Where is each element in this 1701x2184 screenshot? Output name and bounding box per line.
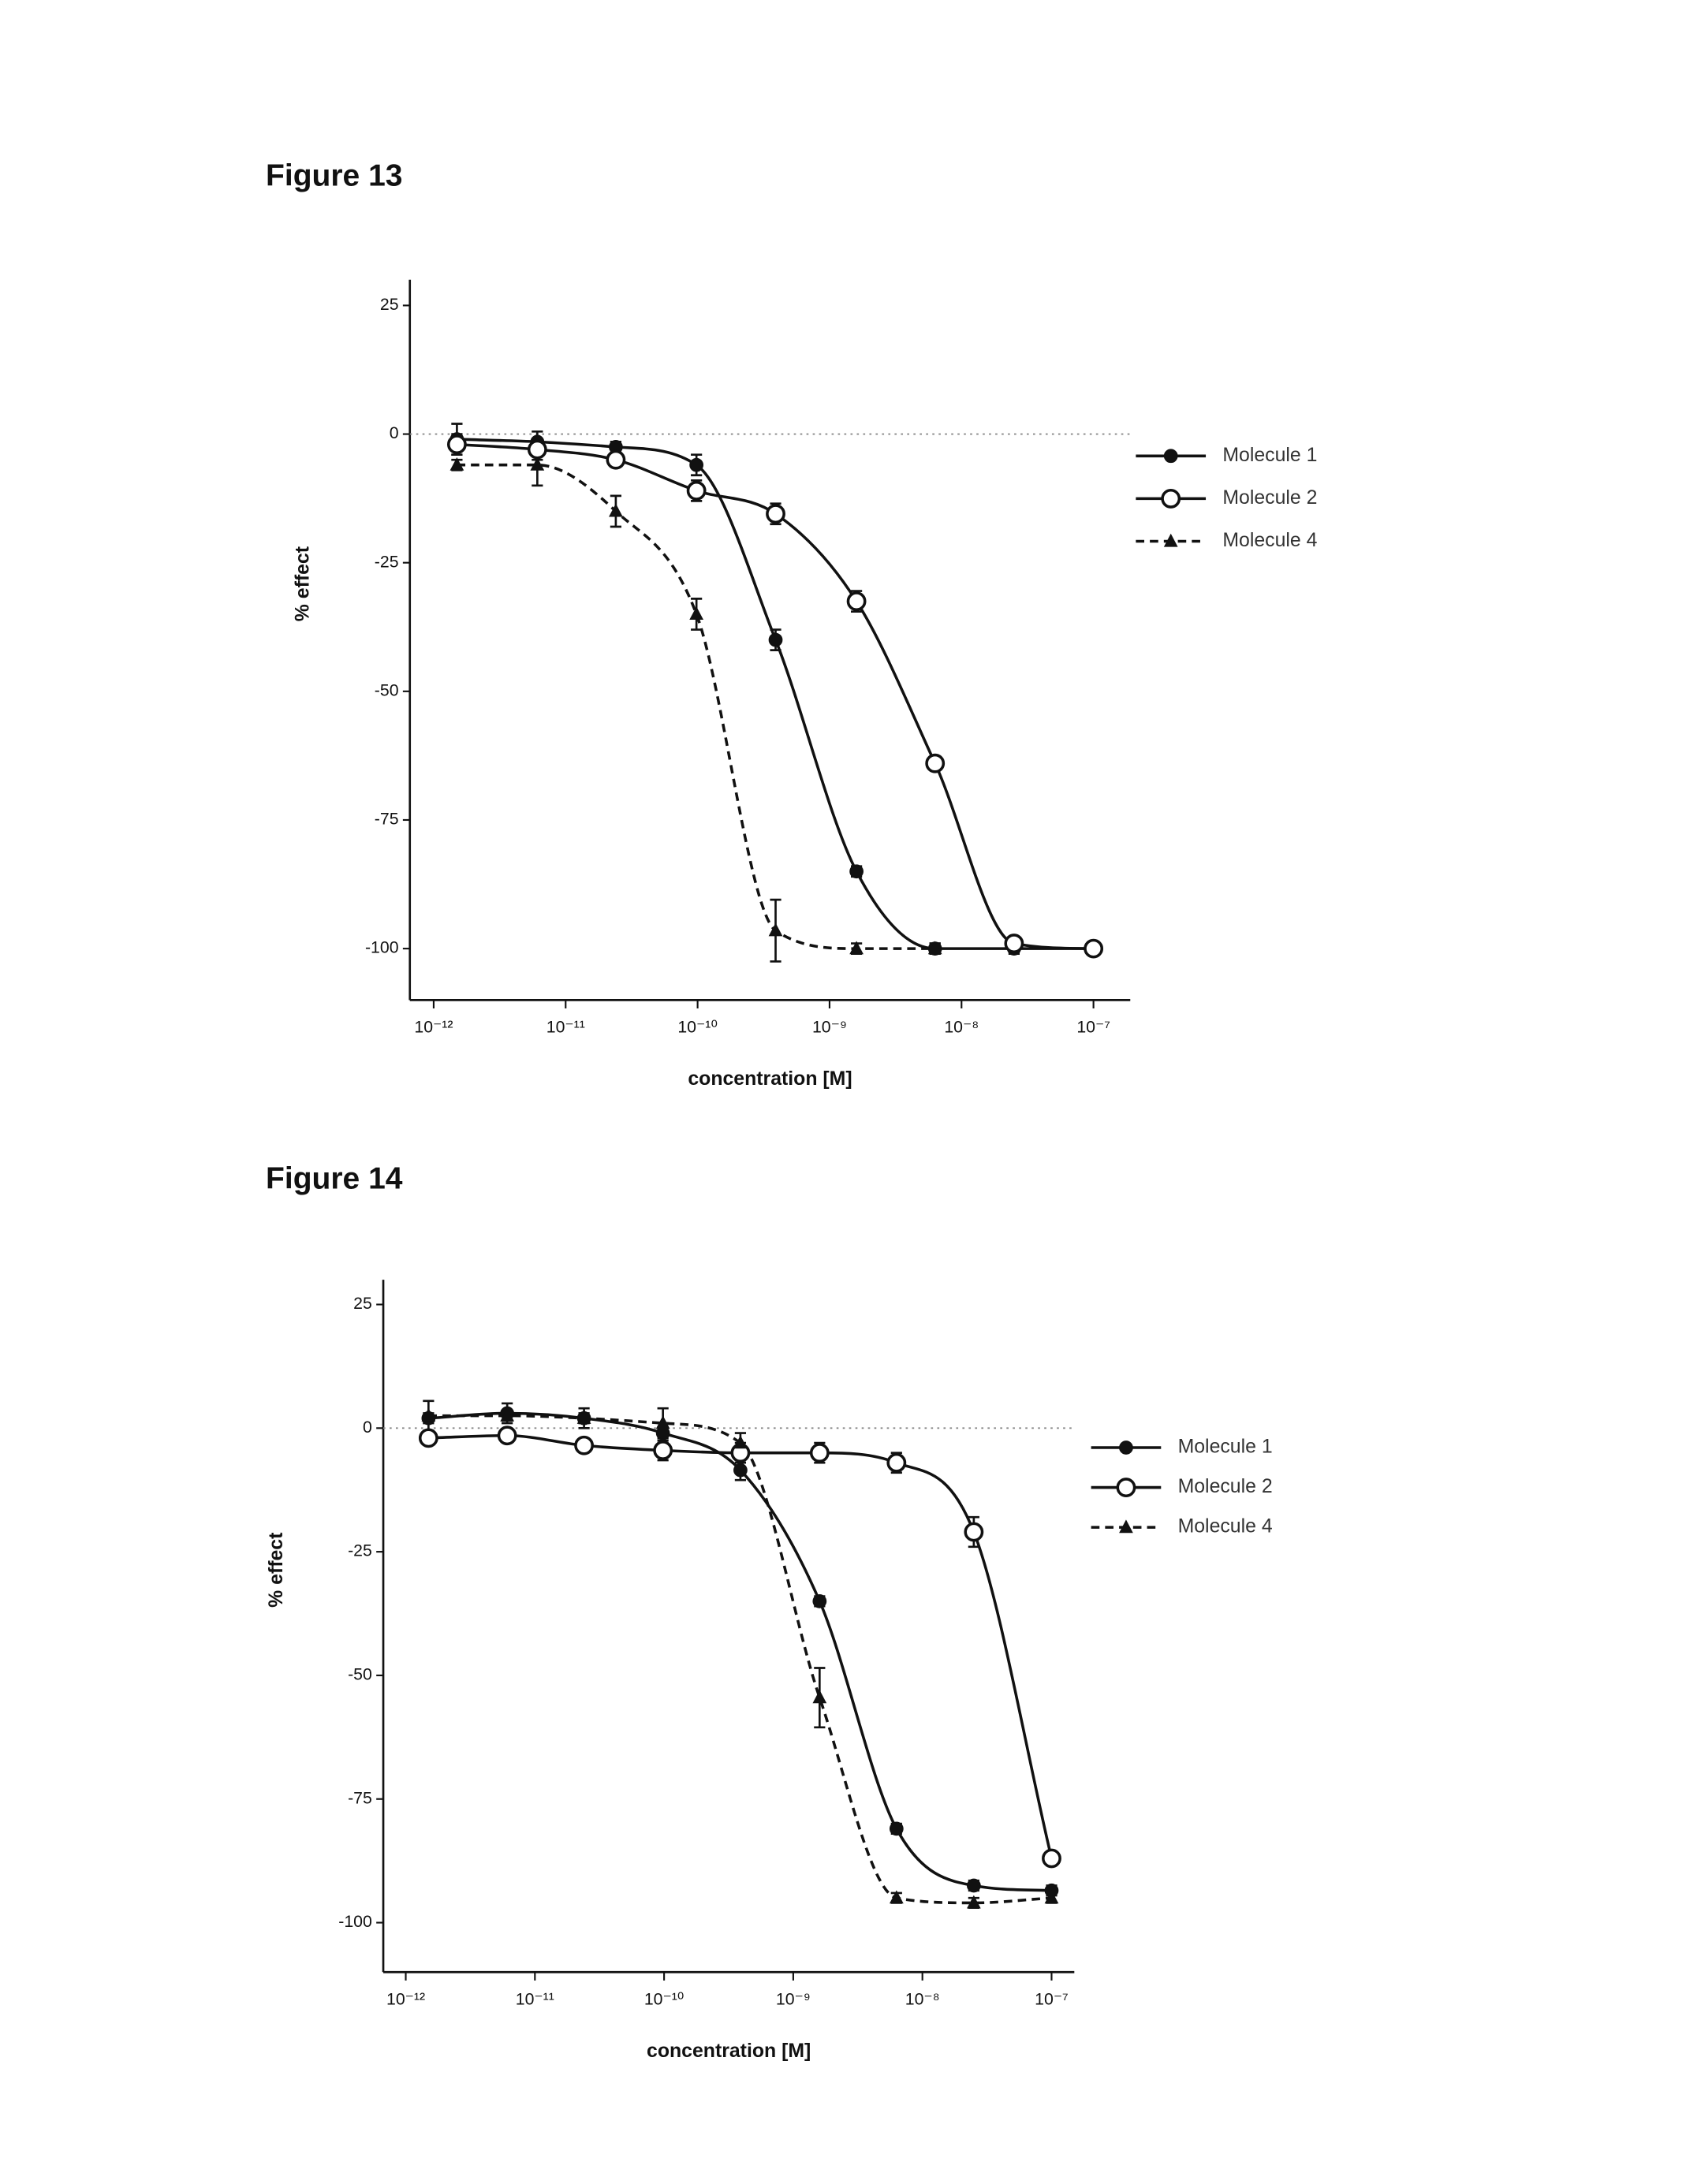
marker	[1117, 1479, 1134, 1496]
y-tick-label: -25	[375, 552, 399, 571]
marker	[499, 1427, 516, 1444]
marker	[690, 459, 703, 471]
marker	[888, 1455, 905, 1471]
marker	[1162, 490, 1179, 507]
marker	[968, 1880, 980, 1892]
marker	[1043, 1850, 1060, 1866]
y-tick-label: -100	[338, 1912, 372, 1931]
y-tick-label: -100	[365, 938, 399, 957]
marker	[607, 452, 624, 468]
x-tick-label: 10⁻⁷	[1076, 1017, 1110, 1036]
fit-curve	[428, 1413, 1051, 1890]
chart: Figure 13 25 0 -25 -50 -75 -100 10⁻¹² 10⁻¹¹ 10⁻¹⁰…	[266, 159, 1318, 1090]
figure-title: Figure 13	[266, 159, 402, 193]
y-axis-title: % effect	[292, 546, 313, 621]
y-tick-label: -25	[348, 1541, 372, 1560]
marker	[420, 1429, 437, 1446]
marker	[769, 923, 783, 937]
legend-label: Molecule 1	[1222, 445, 1317, 466]
marker	[1005, 935, 1022, 952]
y-tick-label: 0	[390, 423, 399, 442]
y-axis-title: % effect	[266, 1533, 287, 1608]
x-tick-label: 10⁻⁸	[944, 1017, 979, 1036]
y-tick-label: -75	[348, 1788, 372, 1807]
legend-label: Molecule 4	[1178, 1516, 1273, 1537]
x-axis-title: concentration [M]	[688, 1068, 852, 1090]
marker	[1165, 449, 1177, 462]
marker	[734, 1464, 747, 1477]
chart: Figure 14 25 0 -25 -50 -75 -100 10⁻¹² 10⁻¹¹ 10⁻¹⁰…	[266, 1162, 1273, 2062]
x-tick-label: 10⁻¹²	[414, 1017, 453, 1036]
x-tick-label: 10⁻⁹	[812, 1017, 847, 1036]
fit-curve	[428, 1436, 1051, 1858]
marker	[1085, 940, 1102, 956]
marker	[576, 1437, 592, 1454]
marker	[850, 865, 863, 878]
x-axis-title: concentration [M]	[647, 2041, 811, 2062]
fit-curve	[457, 465, 934, 949]
marker	[529, 441, 546, 457]
y-tick-label: -50	[348, 1665, 372, 1684]
marker	[688, 483, 704, 499]
legend-label: Molecule 4	[1222, 530, 1317, 551]
x-tick-label: 10⁻⁷	[1035, 1989, 1069, 2008]
marker	[927, 755, 943, 772]
legend-label: Molecule 2	[1178, 1476, 1273, 1497]
x-tick-label: 10⁻¹⁰	[644, 1989, 684, 2008]
marker	[965, 1523, 982, 1540]
x-tick-label: 10⁻¹¹	[516, 1989, 554, 2008]
marker	[609, 504, 623, 517]
figure-title: Figure 14	[266, 1162, 403, 1196]
x-tick-label: 10⁻¹¹	[546, 1017, 585, 1036]
y-tick-label: -75	[375, 810, 399, 829]
x-tick-label: 10⁻⁹	[776, 1989, 811, 2008]
x-tick-label: 10⁻¹⁰	[677, 1017, 717, 1036]
marker	[767, 505, 784, 522]
marker	[848, 593, 864, 609]
x-tick-label: 10⁻⁸	[905, 1989, 940, 2008]
marker	[770, 634, 782, 647]
y-tick-label: 25	[380, 295, 399, 314]
marker	[890, 1822, 903, 1835]
y-tick-label: 25	[353, 1294, 372, 1313]
legend-label: Molecule 1	[1178, 1437, 1273, 1458]
legend-label: Molecule 2	[1222, 487, 1317, 509]
marker	[449, 436, 465, 453]
x-tick-label: 10⁻¹²	[386, 1989, 425, 2008]
y-tick-label: -50	[375, 680, 399, 699]
fit-curve	[428, 1416, 1051, 1903]
marker	[655, 1442, 671, 1459]
marker	[813, 1595, 826, 1608]
y-tick-label: 0	[363, 1418, 372, 1437]
marker	[1120, 1441, 1132, 1454]
marker	[689, 606, 703, 620]
marker	[811, 1444, 828, 1461]
marker	[812, 1690, 826, 1703]
